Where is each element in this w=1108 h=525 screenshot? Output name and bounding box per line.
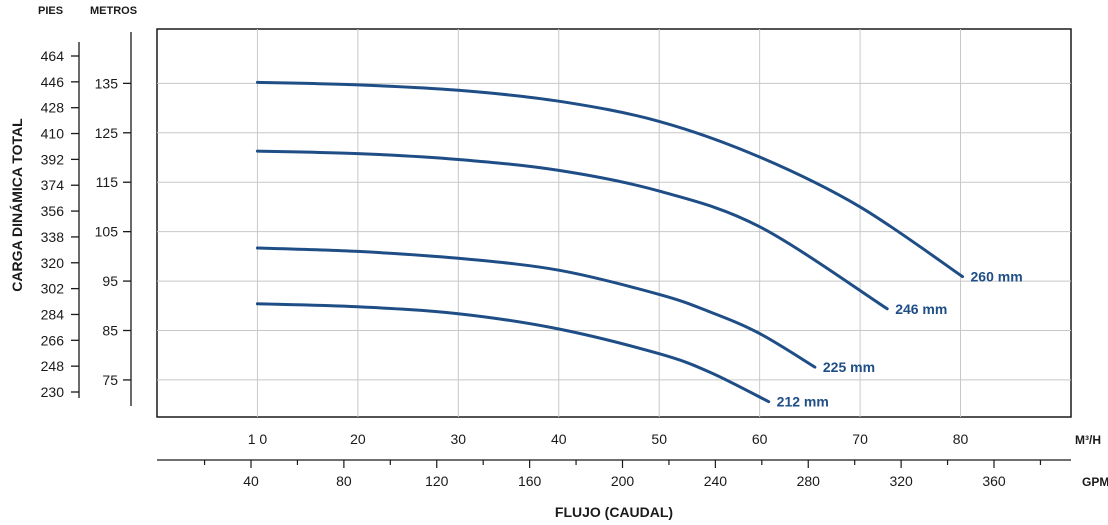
m3h-axis: 1 0 20 30 40 50 60 70 80 [248, 431, 969, 447]
pies-tick-label: 374 [41, 177, 65, 193]
gpm-tick-label: 280 [797, 473, 821, 489]
grid [157, 29, 1071, 417]
gpm-tick-label: 360 [982, 473, 1006, 489]
pies-tick-label: 446 [41, 74, 65, 90]
gpm-unit-label: GPM [1082, 475, 1108, 489]
curve-246-mm [255, 149, 889, 311]
gpm-tick-label: 240 [704, 473, 728, 489]
gpm-tick-label: 40 [243, 473, 259, 489]
gpm-tick-label: 200 [611, 473, 635, 489]
metros-tick-label: 75 [102, 372, 118, 388]
m3h-tick-label: 50 [651, 431, 667, 447]
curves: 260 mm 246 mm 225 mm 212 mm [255, 80, 1023, 410]
gpm-tick-label: 120 [425, 473, 449, 489]
pies-tick-label: 410 [41, 126, 65, 142]
x-axis-title: FLUJO (CAUDAL) [555, 504, 673, 520]
m3h-tick-label: 20 [350, 431, 366, 447]
metros-tick-label: 115 [96, 174, 119, 190]
m3h-tick-label: 30 [451, 431, 467, 447]
metros-tick-label: 85 [102, 323, 118, 339]
curve-212-mm [255, 302, 771, 404]
y-right-header: METROS [90, 5, 137, 17]
curve-label: 246 mm [895, 301, 947, 317]
pies-tick-label: 428 [41, 100, 65, 116]
pies-tick-label: 338 [41, 229, 65, 245]
curve-260-mm [255, 80, 964, 279]
plot-frame [156, 28, 1072, 418]
pies-tick-label: 302 [41, 281, 65, 297]
pies-tick-label: 356 [41, 203, 65, 219]
pies-tick-label: 464 [41, 48, 65, 64]
m3h-tick-label: 1 0 [248, 431, 268, 447]
gpm-tick-label: 80 [336, 473, 352, 489]
pies-tick-label: 284 [41, 306, 65, 322]
m3h-tick-label: 70 [852, 431, 868, 447]
gpm-tick-label: 160 [518, 473, 542, 489]
pies-tick-label: 248 [41, 358, 65, 374]
metros-axis: 135 125 115 105 95 85 75 [95, 75, 131, 388]
pies-tick-label: 320 [41, 255, 65, 271]
gpm-tick-label: 320 [889, 473, 913, 489]
curve-label: 260 mm [971, 269, 1023, 285]
curve-label: 212 mm [777, 394, 829, 410]
metros-tick-label: 95 [102, 273, 118, 289]
m3h-tick-label: 80 [953, 431, 969, 447]
curve-225-mm [255, 246, 817, 369]
y-left-header: PIES [38, 5, 63, 17]
curve-label: 225 mm [823, 359, 875, 375]
metros-tick-label: 135 [95, 75, 119, 91]
y-axis-title: CARGA DINÁMICA TOTAL [9, 118, 25, 292]
gpm-axis: 40 80 120 160 200 240 280 320 360 [203, 460, 1042, 489]
pies-tick-label: 266 [41, 332, 65, 348]
pies-tick-label: 392 [41, 151, 65, 167]
metros-tick-label: 105 [95, 224, 119, 240]
m3h-tick-label: 40 [551, 431, 567, 447]
m3h-tick-label: 60 [752, 431, 768, 447]
metros-tick-label: 125 [95, 125, 119, 141]
pies-tick-label: 230 [41, 384, 65, 400]
m3h-unit-label: M³/H [1075, 433, 1101, 447]
pies-axis: 464 446 428 410 392 374 356 338 320 302 284 266 248 2… [41, 48, 79, 400]
